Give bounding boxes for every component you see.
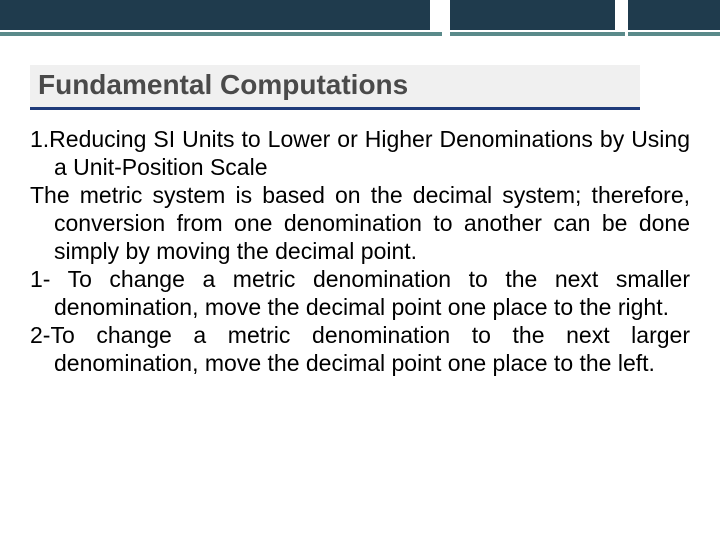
body-paragraph-1: 1.Reducing SI Units to Lower or Higher D…	[30, 125, 690, 181]
title-block: Fundamental Computations	[30, 65, 640, 110]
bar-teal-1	[0, 32, 442, 36]
header-decoration	[0, 0, 720, 42]
bar-teal-3	[628, 32, 720, 36]
body-block: 1.Reducing SI Units to Lower or Higher D…	[30, 125, 690, 377]
bar-dark-3	[628, 0, 720, 30]
bar-dark-1	[0, 0, 430, 30]
bar-teal-2	[450, 32, 625, 36]
bar-dark-2	[450, 0, 615, 30]
slide-title: Fundamental Computations	[38, 69, 408, 100]
body-paragraph-4: 2-To change a metric denomination to the…	[30, 321, 690, 377]
body-paragraph-2: The metric system is based on the decima…	[30, 181, 690, 265]
body-paragraph-3: 1- To change a metric denomination to th…	[30, 265, 690, 321]
